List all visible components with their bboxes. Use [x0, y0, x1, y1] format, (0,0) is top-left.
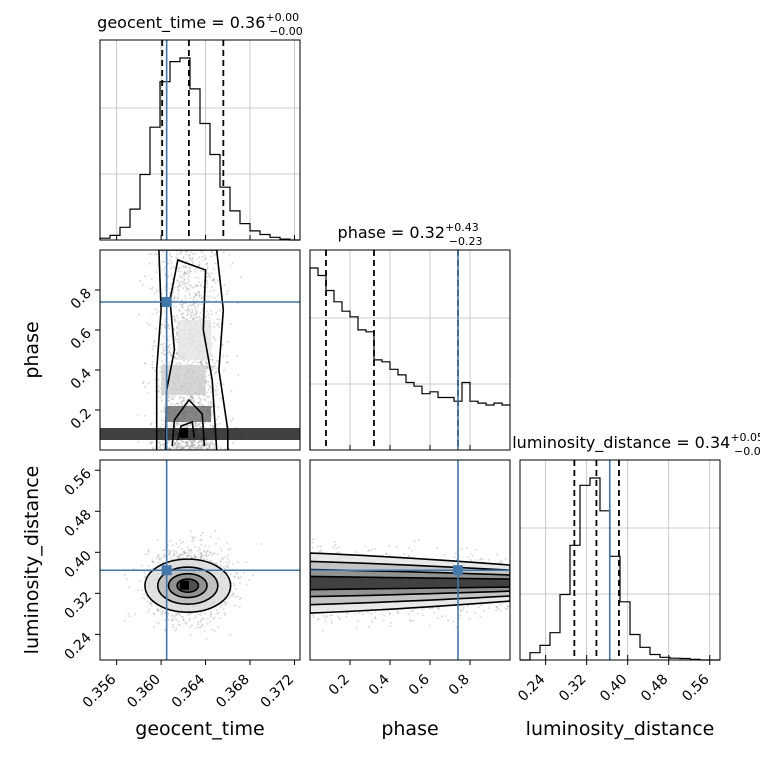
- histogram-panel-phase: phase = 0.32+0.43 −0.23: [309, 221, 511, 451]
- x-tick-label: 0.56: [679, 671, 712, 704]
- panel-frame: [519, 459, 721, 661]
- y-tick-label: 0.6: [68, 325, 95, 352]
- title-plus: +0.00: [265, 11, 299, 24]
- x-tick-label: 0.356: [80, 671, 120, 711]
- y-axis-label-phase: phase: [21, 321, 43, 378]
- x-tick-label: 0.40: [597, 672, 630, 705]
- x-tick-label: 0.48: [638, 672, 671, 705]
- contour-level-4: [310, 575, 510, 591]
- panel-plot-area: [123, 529, 263, 640]
- histogram-step: [99, 57, 300, 241]
- contour-level-3: [167, 572, 208, 599]
- panel-frame: [99, 249, 301, 451]
- y-tick-label: 0.8: [68, 286, 95, 313]
- density-cell: [161, 365, 206, 395]
- y-tick-label: 0.48: [61, 507, 94, 540]
- y-tick-label: 0.32: [61, 589, 94, 622]
- x-tick-label: 0.8: [446, 672, 473, 699]
- contour-level-4: [176, 578, 200, 594]
- panel-plot-area: [310, 538, 510, 632]
- title-minus: −0.04: [734, 445, 760, 458]
- x-tick-label: 0.2: [326, 672, 353, 699]
- panel-title-phase: phase = 0.32+0.43 −0.23: [338, 221, 483, 248]
- panel-title-geocent_time: geocent_time = 0.36+0.00 −0.00: [97, 11, 303, 38]
- density-cell: [166, 406, 212, 422]
- grid: [310, 250, 510, 451]
- x-tick-label: 0.360: [124, 672, 164, 712]
- contour-level-4: [177, 420, 196, 441]
- x-tick-label: 0.368: [213, 672, 253, 712]
- y-tick-label: 0.4: [68, 365, 95, 392]
- density-cell: [100, 428, 300, 440]
- panel-frame: [99, 39, 301, 241]
- truth-marker: [161, 565, 172, 576]
- y-tick-label: 0.40: [61, 548, 94, 581]
- contour-level-1: [144, 558, 232, 613]
- y-tick-label: 0.24: [61, 630, 94, 663]
- panel-frame: [309, 249, 511, 451]
- x-tick-label: 0.6: [406, 671, 433, 698]
- title-label: geocent_time = 0.36: [97, 13, 265, 33]
- contour-level-2: [164, 258, 218, 450]
- x-axis-label-luminosity_distance: luminosity_distance: [526, 718, 715, 740]
- x-tick-label: 0.24: [515, 671, 548, 704]
- x-axis-label-geocent_time: geocent_time: [135, 718, 264, 740]
- density-peak: [180, 428, 188, 438]
- y-tick-label: 0.2: [68, 406, 95, 433]
- histogram-panel-geocent_time: geocent_time = 0.36+0.00 −0.00: [97, 11, 303, 241]
- panel-frame: [309, 459, 511, 661]
- panel-phase-vs-luminosity_distance: [309, 459, 511, 661]
- title-minus: −0.00: [269, 25, 303, 38]
- truth-marker: [161, 297, 172, 307]
- x-axis-label-phase: phase: [381, 718, 438, 740]
- y-tick-label: 0.56: [61, 466, 94, 499]
- panel-geocent_time-vs-phase: [99, 249, 301, 451]
- x-tick-label: 0.32: [556, 672, 589, 705]
- density-cell: [177, 320, 212, 360]
- x-tick-label: 0.372: [258, 672, 298, 712]
- histogram-step: [520, 477, 720, 661]
- title-label: luminosity_distance = 0.34: [512, 433, 730, 453]
- histogram-panel-luminosity_distance: luminosity_distance = 0.34+0.05−0.04: [512, 431, 760, 661]
- panel-title-luminosity_distance: luminosity_distance = 0.34+0.05−0.04: [512, 431, 760, 458]
- x-tick-label: 0.364: [169, 671, 209, 711]
- contour-level-2: [156, 566, 219, 606]
- panel-geocent_time-vs-luminosity_distance: [99, 459, 301, 661]
- panel-plot-area: [100, 250, 300, 450]
- title-label: phase = 0.32: [338, 223, 445, 242]
- contour-level-3: [171, 398, 206, 447]
- x-tick-label: 0.4: [366, 671, 393, 698]
- y-axis-label-luminosity_distance: luminosity_distance: [21, 466, 43, 655]
- density-peak: [180, 580, 189, 590]
- title-plus: +0.43: [445, 221, 479, 234]
- truth-marker: [453, 565, 463, 576]
- histogram-step: [309, 267, 510, 450]
- title-minus: −0.23: [449, 235, 483, 248]
- panel-frame: [99, 459, 301, 661]
- contour-level-1: [155, 250, 229, 450]
- title-plus: +0.05: [730, 431, 760, 444]
